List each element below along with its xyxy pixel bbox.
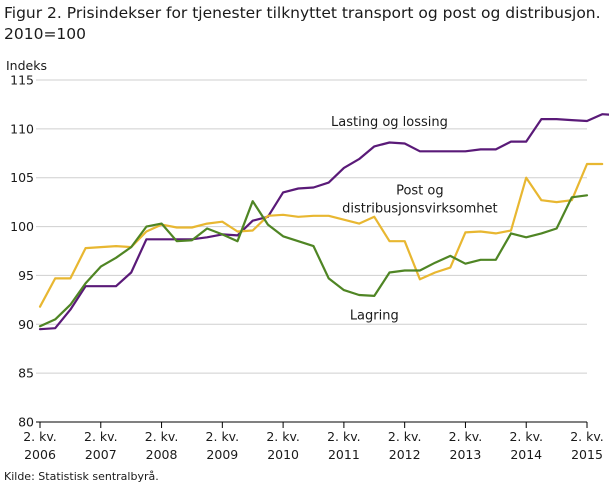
series-line-2 <box>38 194 589 328</box>
x-tick-label-year: 2007 <box>85 447 117 462</box>
x-tick-label-year: 2015 <box>571 447 603 462</box>
series-label: Lasting og lossing <box>331 115 448 130</box>
x-tick-label-year: 2008 <box>146 447 178 462</box>
x-tick-label-quarter: 2. kv. <box>145 429 179 444</box>
x-tick-label-quarter: 2. kv. <box>570 429 604 444</box>
x-tick-label-quarter: 2. kv. <box>206 429 240 444</box>
x-tick-label-quarter: 2. kv. <box>23 429 57 444</box>
y-tick-label: 105 <box>10 170 34 185</box>
x-tick-label-year: 2006 <box>24 447 56 462</box>
y-tick-label: 115 <box>10 73 34 88</box>
chart-title: Figur 2. Prisindekser for tjenester tilk… <box>4 3 604 45</box>
chart-title-line1: Figur 2. Prisindekser for tjenester tilk… <box>4 4 601 22</box>
x-tick-label-quarter: 2. kv. <box>266 429 300 444</box>
x-tick-label-quarter: 2. kv. <box>84 429 118 444</box>
chart-title-line2: 2010=100 <box>4 25 87 43</box>
y-tick-label: 80 <box>18 415 34 430</box>
x-tick-label-quarter: 2. kv. <box>327 429 361 444</box>
x-tick-label-year: 2010 <box>267 447 299 462</box>
y-tick-label: 85 <box>18 366 34 381</box>
y-tick-label: 100 <box>10 219 34 234</box>
x-tick-label-quarter: 2. kv. <box>509 429 543 444</box>
y-tick-label: 95 <box>18 268 34 283</box>
series-line-0 <box>38 113 609 331</box>
x-tick-label-year: 2013 <box>450 447 482 462</box>
series-label: distribusjonsvirksomhet <box>342 201 497 216</box>
x-tick-label-year: 2009 <box>206 447 238 462</box>
x-tick-label-quarter: 2. kv. <box>449 429 483 444</box>
x-tick-label-quarter: 2. kv. <box>388 429 422 444</box>
y-tick-label: 90 <box>18 317 34 332</box>
y-tick-label: 110 <box>10 121 34 136</box>
series-label: Lagring <box>350 308 399 323</box>
x-tick-label-year: 2012 <box>389 447 421 462</box>
series-label: Post og <box>396 183 444 198</box>
x-tick-label-year: 2011 <box>328 447 360 462</box>
x-tick-label-year: 2014 <box>510 447 542 462</box>
y-axis-label: Indeks <box>6 58 47 73</box>
source-note: Kilde: Statistisk sentralbyrå. <box>4 470 159 483</box>
